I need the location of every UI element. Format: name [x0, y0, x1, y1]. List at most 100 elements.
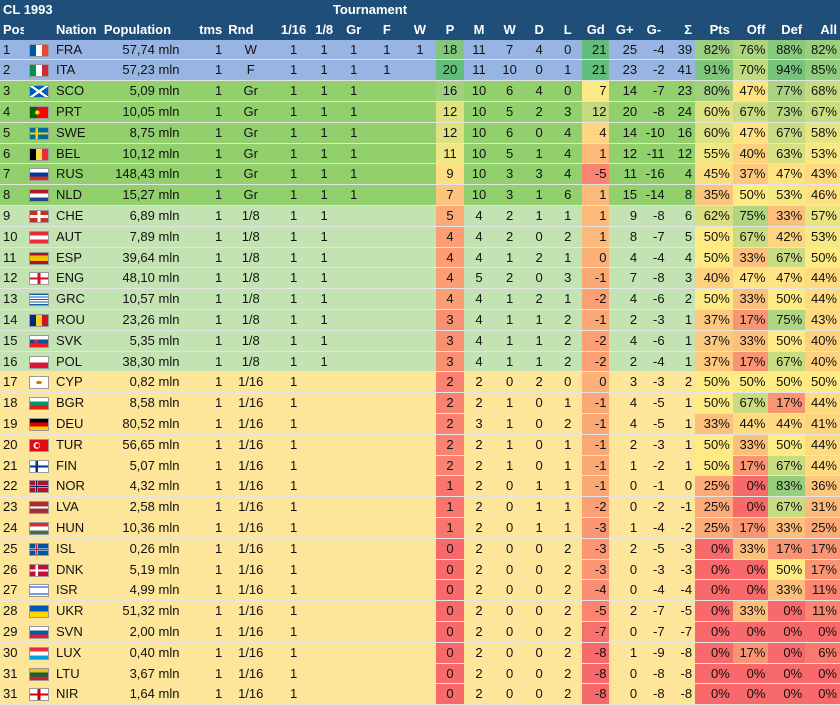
cell-gp: 14	[609, 122, 641, 144]
cell-rnd: Gr	[225, 143, 277, 165]
cell-f	[370, 559, 404, 581]
cell-all: 46%	[805, 184, 840, 206]
cell-tms: 1	[182, 663, 226, 685]
cell-def: 88%	[768, 39, 806, 61]
cell-gp: 4	[609, 330, 641, 352]
cell-def: 53%	[768, 184, 806, 206]
cell-f	[370, 122, 404, 144]
cell-won: 0	[494, 517, 525, 539]
cell-def: 73%	[768, 101, 806, 123]
cell-sum: 1	[667, 413, 696, 435]
cell-won: 2	[494, 226, 525, 248]
cell-w	[403, 413, 437, 435]
flag-norway-icon	[28, 480, 49, 494]
cell-def: 63%	[768, 143, 806, 165]
flag-lithuania-icon	[28, 667, 49, 681]
flag-bulgaria-icon	[28, 397, 49, 411]
cell-gd: -1	[581, 392, 610, 414]
cell-sum: -8	[667, 663, 696, 685]
cell-r16: 1	[276, 288, 311, 310]
cell-rnd: 1/16	[225, 621, 277, 643]
cell-pts: 50%	[695, 247, 733, 269]
cell-l: 2	[553, 351, 582, 373]
cell-population: 10,57 mln	[100, 288, 183, 310]
cell-r16: 1	[276, 579, 311, 602]
flag-cell	[24, 288, 53, 310]
cell-nation: ISL	[52, 538, 101, 560]
table-row: 2 ITA 57,23 mln 1 F 1 1 1 1 20 11 10 0 1 21 23 -2 41 91% 70…	[0, 59, 840, 82]
cell-rnd: 1/8	[225, 288, 277, 310]
flag-latvia-icon	[28, 501, 49, 515]
flag-austria-icon	[28, 230, 49, 244]
cell-off: 0%	[732, 559, 769, 581]
cell-nation: RUS	[52, 163, 101, 186]
cell-pts: 45%	[695, 163, 733, 186]
cell-m: 2	[463, 496, 495, 518]
cell-off: 40%	[732, 143, 769, 165]
cell-gp: 4	[609, 288, 641, 310]
cell-off: 33%	[732, 600, 769, 622]
cell-def: 0%	[768, 663, 806, 685]
cell-off: 0%	[732, 621, 769, 643]
cell-all: 57%	[805, 205, 840, 227]
cell-m: 5	[463, 267, 495, 290]
cell-rnd: 1/8	[225, 267, 277, 290]
cell-gd: -8	[581, 663, 610, 685]
cell-m: 2	[463, 579, 495, 602]
cell-l: 0	[553, 39, 582, 61]
cell-pts: 37%	[695, 351, 733, 373]
flag-cyprus-icon	[28, 376, 49, 390]
cell-m: 10	[463, 163, 495, 186]
table-row: 31 LTU 3,67 mln 1 1/16 1 0 2 0 0 2 -8 0 -8 -8 0% 0% 0% 0%	[0, 663, 840, 685]
cell-pos: 7	[0, 163, 25, 186]
cell-p: 12	[436, 122, 464, 144]
cell-off: 17%	[732, 642, 769, 664]
cell-nation: NOR	[52, 475, 101, 498]
cell-won: 0	[494, 371, 525, 394]
cell-r8	[310, 621, 338, 643]
cell-d: 4	[524, 80, 554, 102]
cell-rnd: 1/16	[225, 538, 277, 560]
cell-d: 0	[524, 434, 554, 456]
cell-m: 10	[463, 122, 495, 144]
cell-nation: SVN	[52, 621, 101, 643]
flag-cell	[24, 538, 53, 560]
flag-cell	[24, 434, 53, 456]
table-row: 7 RUS 148,43 mln 1 Gr 1 1 1 9 10 3 3 4 -5 11 -16 4 45% 37%…	[0, 163, 840, 186]
cell-tms: 1	[182, 683, 226, 705]
flag-cell	[24, 205, 53, 227]
cell-all: 11%	[805, 600, 840, 622]
cell-f	[370, 205, 404, 227]
cell-l: 1	[553, 59, 582, 82]
table-row: 15 SVK 5,35 mln 1 1/8 1 1 3 4 1 1 2 -2 4 -6 1 37% 33% 50% 4…	[0, 330, 840, 352]
cell-off: 50%	[732, 371, 769, 394]
cell-w	[403, 600, 437, 622]
column-header-sum: Σ	[667, 19, 696, 40]
cell-m: 2	[463, 434, 495, 456]
cell-f	[370, 143, 404, 165]
cell-won: 2	[494, 205, 525, 227]
cell-f	[370, 267, 404, 290]
cell-w	[403, 392, 437, 414]
cell-w	[403, 642, 437, 664]
cell-r8	[310, 517, 338, 539]
cell-pts: 25%	[695, 475, 733, 498]
cell-m: 2	[463, 621, 495, 643]
cell-pos: 30	[0, 642, 25, 664]
cell-pts: 33%	[695, 413, 733, 435]
cell-gd: -1	[581, 413, 610, 435]
cell-gp: 11	[609, 163, 641, 186]
cell-r8: 1	[310, 330, 338, 352]
cell-pos: 29	[0, 621, 25, 643]
cell-rnd: W	[225, 39, 277, 61]
cell-population: 10,12 mln	[100, 143, 183, 165]
cell-m: 2	[463, 538, 495, 560]
table-row: 30 LUX 0,40 mln 1 1/16 1 0 2 0 0 2 -8 1 -9 -8 0% 17% 0% 6%	[0, 642, 840, 664]
cell-d: 0	[524, 663, 554, 685]
cell-m: 4	[463, 205, 495, 227]
cell-r8: 1	[310, 101, 338, 123]
table-row: 18 BGR 8,58 mln 1 1/16 1 2 2 1 0 1 -1 4 -5 1 50% 67% 17% 4…	[0, 392, 840, 414]
cell-m: 2	[463, 371, 495, 394]
cell-won: 1	[494, 413, 525, 435]
flag-poland-icon	[28, 355, 49, 369]
